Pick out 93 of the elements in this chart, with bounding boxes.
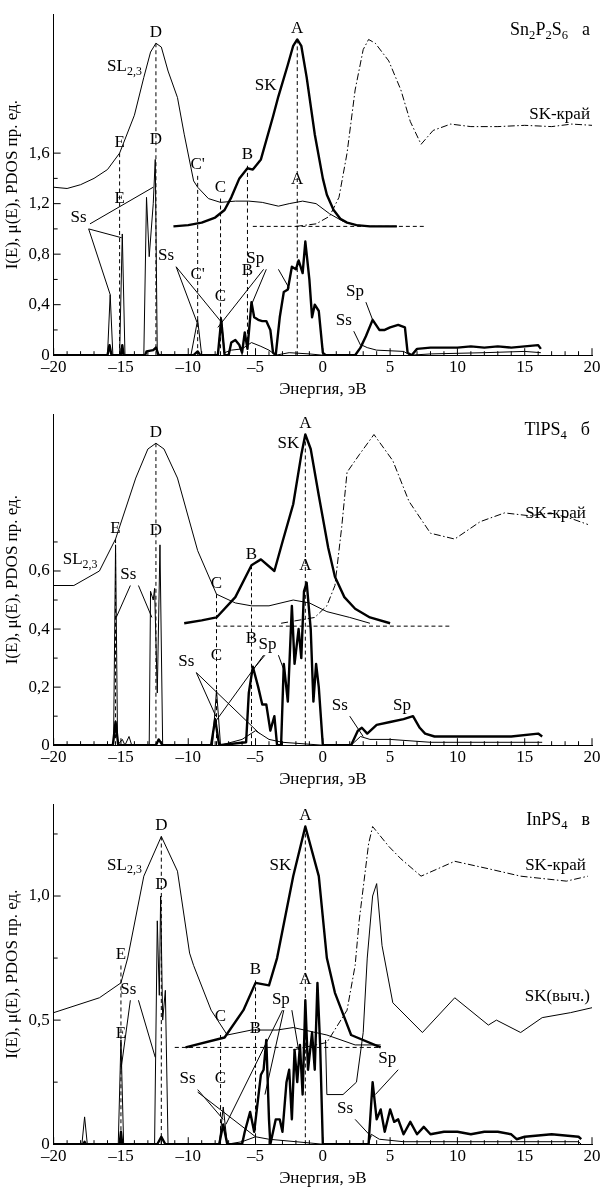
- annotation: Ss: [178, 651, 195, 671]
- annotation: C': [190, 264, 205, 284]
- annotation: Ss: [158, 245, 175, 265]
- annotation: Ss: [179, 1068, 196, 1088]
- annotation: A: [299, 968, 313, 988]
- annotation: B: [249, 958, 262, 978]
- annotation: C: [210, 572, 223, 592]
- x-axis-title: Энергия, эВ: [279, 769, 367, 789]
- annotation: D: [149, 129, 163, 149]
- x-tick-label: 0: [318, 356, 328, 376]
- annotation: E: [114, 188, 125, 208]
- annotation: A: [291, 17, 305, 37]
- x-axis-title: Энергия, эВ: [279, 1168, 367, 1188]
- x-tick-label: 15: [516, 1145, 534, 1165]
- x-tick-label: –15: [107, 356, 134, 376]
- x-tick-label: –10: [174, 356, 201, 376]
- annotation: в: [581, 808, 590, 829]
- annotation: C: [214, 285, 227, 305]
- annotation: Ss: [337, 1097, 354, 1117]
- x-tick-label: 10: [448, 1145, 466, 1165]
- annotation: C: [214, 177, 227, 197]
- annotation: A: [291, 169, 305, 189]
- annotation: D: [155, 814, 168, 834]
- annotation: E: [114, 131, 125, 151]
- y-tick-label: 0,5: [28, 1009, 50, 1029]
- annotation: Sp: [393, 694, 412, 714]
- x-tick-label: 20: [583, 1145, 601, 1165]
- y-tick-label: 0,8: [28, 243, 50, 263]
- annotation: б: [580, 418, 591, 439]
- x-tick-label: 5: [385, 1145, 395, 1165]
- annotation: B: [249, 1018, 262, 1038]
- y-tick-label: 1,6: [28, 142, 50, 162]
- annotation: D: [149, 520, 163, 540]
- annotation: Sp: [378, 1048, 397, 1068]
- annotation: C: [214, 1068, 227, 1088]
- annotation: SK-край: [529, 103, 590, 123]
- y-axis-title: I(E), μ(E), PDOS пр. ед.: [1, 100, 21, 270]
- annotation: A: [299, 805, 313, 824]
- annotation: Ss: [335, 309, 352, 329]
- x-tick-label: –5: [246, 356, 265, 376]
- annotation: D: [149, 21, 163, 41]
- annotation: Ss: [70, 207, 87, 227]
- x-tick-label: –15: [107, 1145, 134, 1165]
- y-tick-label: 0,2: [28, 676, 50, 696]
- annotation: E: [110, 517, 121, 537]
- annotation: D: [149, 421, 163, 441]
- x-tick-label: 10: [448, 356, 466, 376]
- annotation: SK: [269, 854, 292, 874]
- annotation: Ss: [120, 563, 137, 583]
- annotation: C: [210, 645, 223, 665]
- annotation: а: [582, 18, 591, 39]
- annotation: B: [245, 543, 258, 563]
- annotation: SK: [277, 433, 301, 453]
- x-tick-label: –5: [246, 1145, 265, 1165]
- annotation: SK-край: [525, 854, 586, 874]
- annotation: Sp: [258, 633, 277, 653]
- annotation: SK(выч.): [524, 986, 591, 1006]
- x-tick-label: –5: [246, 746, 265, 766]
- x-tick-label: –10: [174, 746, 201, 766]
- annotation: E: [115, 943, 127, 963]
- x-tick-label: 20: [583, 356, 601, 376]
- y-tick-label: 1,0: [28, 885, 50, 905]
- annotation: C': [190, 154, 205, 174]
- annotation: Sp: [271, 988, 290, 1008]
- annotation: Ss: [120, 978, 137, 998]
- x-tick-label: 20: [583, 746, 601, 766]
- x-tick-label: 0: [318, 1145, 328, 1165]
- y-axis-title: I(E), μ(E), PDOS пр. ед.: [1, 889, 21, 1059]
- x-tick-label: 5: [385, 746, 395, 766]
- x-tick-label: 15: [516, 746, 534, 766]
- y-tick-label: 0,4: [28, 618, 51, 638]
- annotation: B: [241, 144, 254, 164]
- annotation: D: [155, 874, 168, 894]
- annotation: C: [214, 1006, 227, 1026]
- x-tick-label: –10: [174, 1145, 201, 1165]
- y-tick-label: 0,6: [28, 560, 50, 580]
- annotation: A: [299, 412, 313, 432]
- x-tick-label: 10: [448, 746, 466, 766]
- annotation: Ss: [331, 694, 348, 714]
- annotation: B: [245, 627, 258, 647]
- y-axis-title: I(E), μ(E), PDOS пр. ед.: [1, 495, 21, 665]
- x-axis-title: Энергия, эВ: [279, 379, 367, 399]
- annotation: Sp: [345, 280, 364, 300]
- x-tick-label: 0: [318, 746, 328, 766]
- annotation: SK-край: [525, 503, 586, 522]
- x-tick-label: 15: [516, 356, 534, 376]
- x-tick-label: –15: [107, 746, 134, 766]
- y-tick-label: 1,2: [28, 193, 50, 213]
- x-tick-label: 5: [385, 356, 395, 376]
- annotation: E: [115, 1023, 127, 1043]
- annotation: A: [299, 555, 313, 575]
- annotation: SK: [254, 74, 278, 94]
- y-tick-label: 0,4: [28, 294, 51, 314]
